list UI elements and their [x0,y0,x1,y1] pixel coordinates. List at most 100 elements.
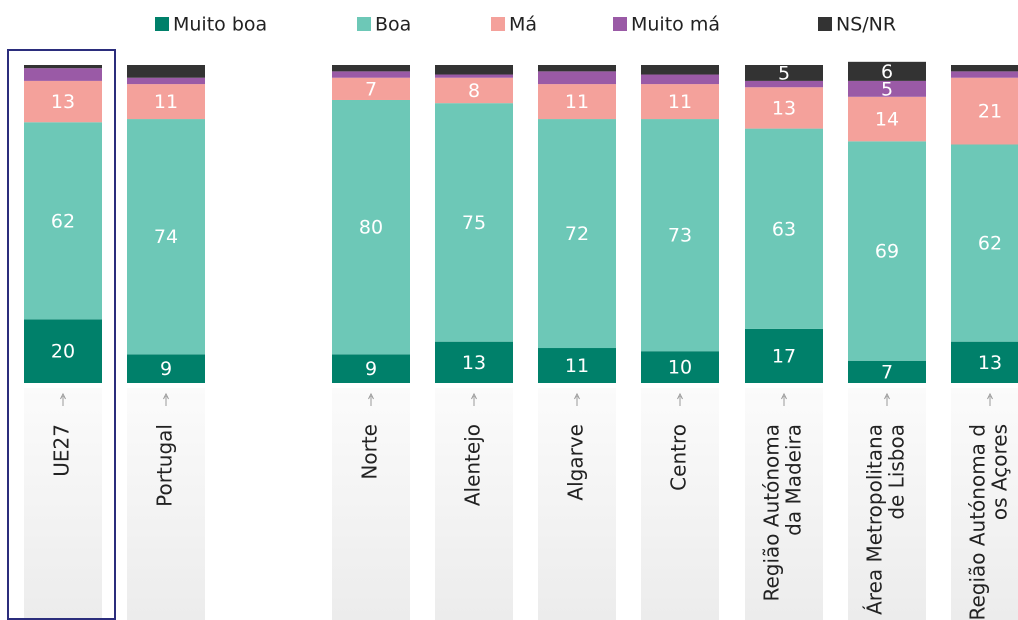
data-label: 8 [468,80,480,102]
bar-segment [538,65,616,72]
category-label: Região Autónoma d [966,424,990,620]
bar-segment [848,141,926,361]
bar-segment [538,119,616,349]
category-label: Região Autónoma [760,424,784,602]
data-label: 11 [565,355,589,377]
bar-segment [848,96,926,142]
label-panel [24,388,102,620]
category-label: os Açores [988,424,1012,520]
data-label: 11 [565,91,589,113]
category-label: Alentejo [461,424,485,506]
label-panel [538,388,616,620]
legend-label: Muito boa [173,14,267,36]
data-label: 20 [51,341,75,363]
bar-segment [332,354,410,383]
label-panel [332,388,410,620]
bar-segment [951,144,1018,342]
legend-label: Muito má [631,14,720,36]
data-label: 74 [154,226,178,248]
data-label: 80 [359,217,383,239]
bar-segment [538,348,616,383]
category-label: da Madeira [782,424,806,536]
bar-segment [332,77,410,100]
bar-segment [24,80,102,123]
legend-swatch [818,17,832,31]
category-label: Portugal [153,424,177,507]
label-panel [127,388,205,620]
bar-segment [951,65,1018,72]
label-panel [641,388,719,620]
legend-swatch [155,17,169,31]
arrow-head [574,392,580,400]
bar-segment [848,80,926,97]
data-label: 13 [51,91,75,113]
data-label: 13 [462,352,486,374]
data-label: 7 [365,78,377,100]
bar-segment [745,328,823,383]
bar-segment [538,71,616,85]
bar-segment [332,71,410,78]
category-label: de Lisboa [885,424,909,520]
bar-segment [332,65,410,72]
bar-segment [435,77,513,104]
data-label: 13 [978,352,1002,374]
legend-swatch [491,17,505,31]
category-label: UE27 [50,424,74,477]
bar-segment [641,119,719,352]
data-label: 11 [668,91,692,113]
arrow-head [60,392,66,400]
data-label: 69 [875,241,899,263]
arrow-head [677,392,683,400]
bars: 2062139741198071375811721110731117631357… [24,61,1018,383]
bar-segment [127,77,205,85]
arrow-head [781,392,787,400]
bar-segment [332,99,410,355]
bar-segment [127,84,205,120]
bar-segment [24,122,102,320]
legend-label: NS/NR [836,14,896,36]
data-label: 9 [365,358,377,380]
data-label: 72 [565,223,589,245]
category-label: Norte [358,424,382,480]
bar-segment [951,77,1018,145]
legend-swatch [357,17,371,31]
data-label: 9 [160,358,172,380]
bar-segment [745,65,823,81]
data-label: 14 [875,109,899,131]
bar-segment [745,80,823,88]
label-panel [951,388,1018,620]
data-label: 17 [772,345,796,367]
bar-segment [24,65,102,69]
bar-segment [848,61,926,81]
data-label: 62 [978,233,1002,255]
bar-segment [127,119,205,355]
bar-segment [745,128,823,329]
category-label: Algarve [564,424,588,501]
data-label: 63 [772,218,796,240]
bar-segment [435,74,513,78]
arrow-head [368,392,374,400]
label-panel [848,388,926,620]
arrow-head [471,392,477,400]
bar-segment [538,84,616,120]
data-label: 5 [881,78,893,100]
legend-swatch [613,17,627,31]
bar-segment [24,319,102,383]
bar-segment [435,65,513,75]
bar-segment [435,341,513,383]
data-label: 13 [772,97,796,119]
label-panel [435,388,513,620]
legend-label: Boa [375,14,411,36]
label-panels [24,388,1018,620]
label-panel [745,388,823,620]
bar-segment [848,360,926,383]
bar-segment [641,351,719,383]
arrow-head [884,392,890,400]
bar-segment [951,341,1018,383]
legend-label: Má [509,14,537,36]
data-label: 73 [668,225,692,247]
bar-segment [435,103,513,342]
data-label: 11 [154,91,178,113]
